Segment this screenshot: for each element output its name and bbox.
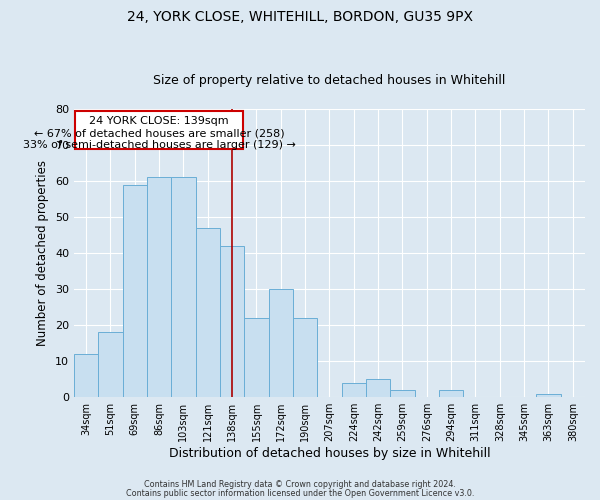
Bar — [269, 289, 293, 397]
Text: 24, YORK CLOSE, WHITEHILL, BORDON, GU35 9PX: 24, YORK CLOSE, WHITEHILL, BORDON, GU35 … — [127, 10, 473, 24]
Bar — [122, 184, 147, 397]
Text: ← 67% of detached houses are smaller (258): ← 67% of detached houses are smaller (25… — [34, 128, 284, 138]
Bar — [536, 394, 560, 397]
Bar — [171, 178, 196, 397]
Text: 24 YORK CLOSE: 139sqm: 24 YORK CLOSE: 139sqm — [89, 116, 229, 126]
Y-axis label: Number of detached properties: Number of detached properties — [37, 160, 49, 346]
Bar — [293, 318, 317, 397]
Bar — [391, 390, 415, 397]
Bar — [244, 318, 269, 397]
Title: Size of property relative to detached houses in Whitehill: Size of property relative to detached ho… — [153, 74, 506, 87]
Bar — [366, 379, 391, 397]
Bar — [74, 354, 98, 397]
X-axis label: Distribution of detached houses by size in Whitehill: Distribution of detached houses by size … — [169, 447, 490, 460]
Bar — [196, 228, 220, 397]
FancyBboxPatch shape — [75, 111, 243, 150]
Bar — [439, 390, 463, 397]
Bar — [147, 178, 171, 397]
Bar — [220, 246, 244, 397]
Text: Contains HM Land Registry data © Crown copyright and database right 2024.: Contains HM Land Registry data © Crown c… — [144, 480, 456, 489]
Text: Contains public sector information licensed under the Open Government Licence v3: Contains public sector information licen… — [126, 488, 474, 498]
Bar — [98, 332, 122, 397]
Bar — [341, 383, 366, 397]
Text: 33% of semi-detached houses are larger (129) →: 33% of semi-detached houses are larger (… — [23, 140, 296, 149]
